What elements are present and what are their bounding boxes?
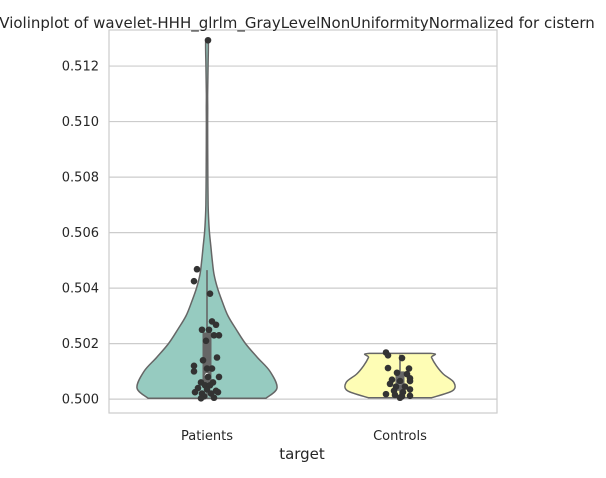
y-tick-label: 0.510 <box>62 115 99 130</box>
data-point <box>212 321 220 329</box>
data-point <box>398 354 406 362</box>
data-point <box>382 390 390 398</box>
data-point <box>406 377 414 385</box>
data-point <box>384 364 392 372</box>
data-point <box>210 331 218 339</box>
iqr-box-patients <box>202 332 212 388</box>
chart-title: Violinplot of wavelet-HHH_glrlm_GrayLeve… <box>0 14 595 33</box>
data-point <box>198 326 206 334</box>
data-point <box>190 368 198 375</box>
data-point <box>215 373 223 381</box>
x-tick-label: Patients <box>181 429 233 444</box>
y-tick-label: 0.512 <box>62 60 99 75</box>
data-point <box>213 354 221 361</box>
x-tick-labels: Patients Controls <box>181 429 427 444</box>
data-point <box>203 365 211 372</box>
x-tick-label: Controls <box>373 429 427 444</box>
violins <box>136 39 456 400</box>
y-tick-label: 0.506 <box>62 226 99 241</box>
data-point <box>214 388 222 396</box>
data-point <box>204 373 212 381</box>
x-axis-label: target <box>279 445 325 463</box>
data-point <box>396 377 404 385</box>
y-tick-labels: 0.500 0.502 0.504 0.506 0.508 0.510 0.512 <box>62 60 99 408</box>
y-tick-label: 0.502 <box>62 337 99 352</box>
data-point <box>193 265 201 273</box>
data-point <box>190 362 198 370</box>
data-point <box>391 391 399 399</box>
strip-points <box>190 36 414 402</box>
data-point <box>205 326 213 334</box>
plot-frame <box>108 29 498 414</box>
data-point <box>401 383 409 390</box>
y-tick-label: 0.500 <box>62 393 99 408</box>
data-point <box>215 331 223 339</box>
data-point <box>208 365 216 372</box>
data-point <box>191 388 199 396</box>
data-point <box>199 356 207 364</box>
data-point <box>197 394 205 402</box>
data-point <box>204 36 212 44</box>
data-point <box>190 277 198 285</box>
data-point <box>405 365 413 372</box>
data-point <box>210 394 218 402</box>
data-point <box>386 380 394 388</box>
data-point <box>384 351 392 359</box>
data-point <box>406 386 414 393</box>
data-point <box>393 369 401 377</box>
y-tick-label: 0.508 <box>62 171 99 186</box>
data-point <box>203 386 211 393</box>
data-point <box>206 290 214 297</box>
data-point <box>396 394 404 402</box>
y-tick-label: 0.504 <box>62 282 99 297</box>
data-point <box>202 337 210 345</box>
data-point <box>406 392 414 400</box>
